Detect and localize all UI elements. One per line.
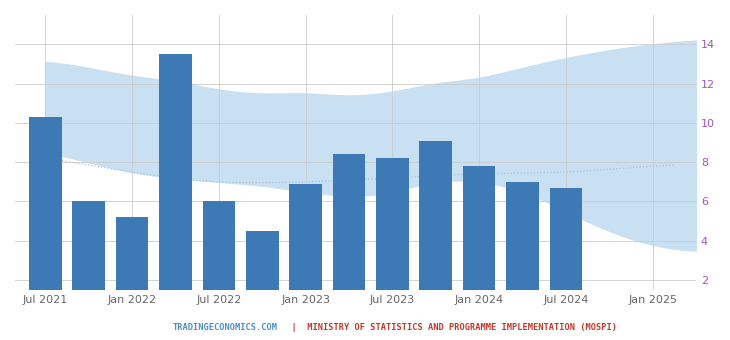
Bar [29, 117, 61, 319]
Bar [550, 188, 582, 319]
Bar [289, 184, 322, 319]
Bar [420, 141, 452, 319]
Bar [203, 201, 235, 319]
Bar [376, 158, 409, 319]
Bar [506, 182, 539, 319]
Bar [333, 154, 365, 319]
Bar [116, 217, 148, 319]
Bar [159, 54, 192, 319]
Bar [72, 201, 105, 319]
Text: TRADINGECONOMICS.COM: TRADINGECONOMICS.COM [172, 323, 277, 332]
Bar [463, 166, 496, 319]
Bar [246, 231, 279, 319]
Text: |  MINISTRY OF STATISTICS AND PROGRAMME IMPLEMENTATION (MOSPI): | MINISTRY OF STATISTICS AND PROGRAMME I… [281, 323, 617, 332]
